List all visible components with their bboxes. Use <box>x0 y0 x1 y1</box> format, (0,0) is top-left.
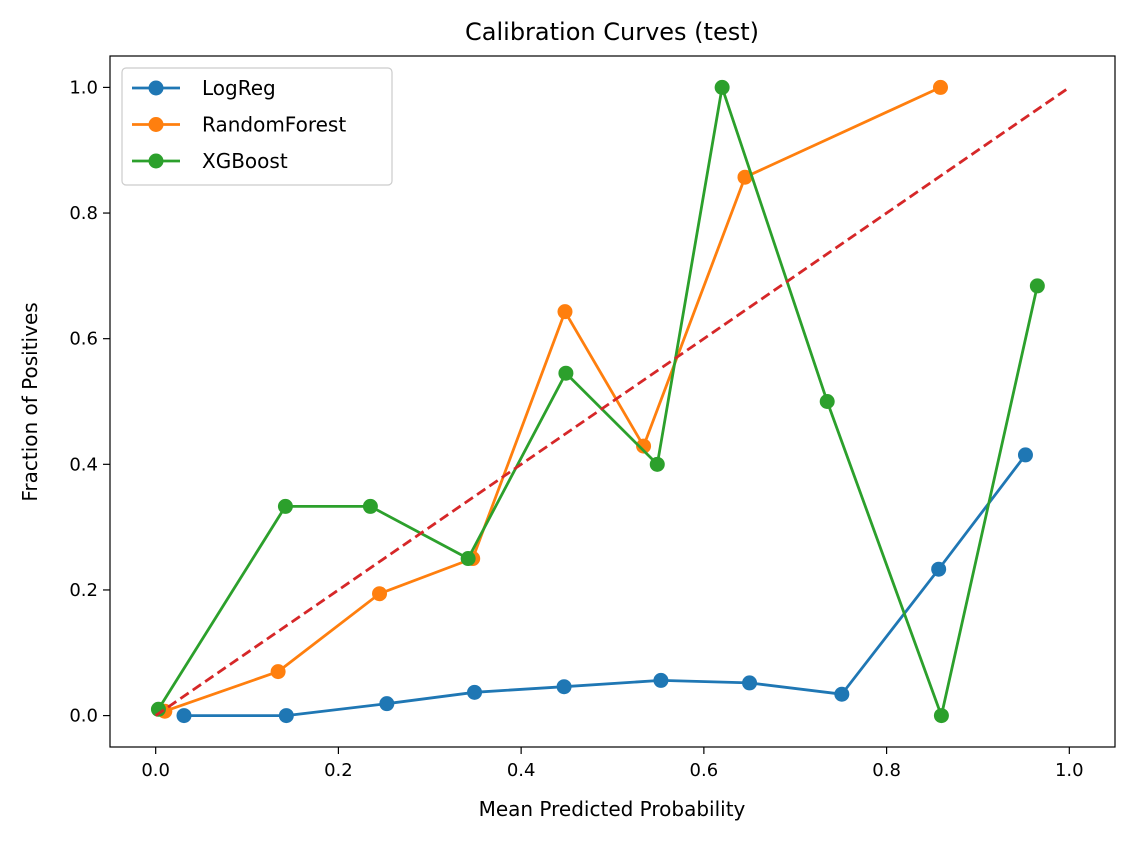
x-axis-label: Mean Predicted Probability <box>479 797 746 821</box>
data-point-xgboost <box>933 708 949 724</box>
legend-marker-xgboost <box>148 153 164 169</box>
data-point-xgboost <box>714 79 730 95</box>
x-tick-label: 0.6 <box>690 760 719 781</box>
data-point-randomforest <box>557 304 573 320</box>
data-point-xgboost <box>819 394 835 409</box>
data-point-xgboost <box>277 498 293 514</box>
legend-marker-logreg <box>148 80 164 96</box>
perfect-calibration-line <box>154 86 1071 717</box>
data-point-logreg <box>931 561 947 577</box>
data-point-randomforest <box>270 664 286 680</box>
legend-label-xgboost: XGBoost <box>202 149 288 173</box>
data-point-logreg <box>467 684 483 700</box>
legend-frame <box>121 67 393 186</box>
data-point-xgboost <box>558 365 574 381</box>
data-point-logreg <box>176 708 192 724</box>
data-point-logreg <box>556 679 572 695</box>
data-point-xgboost <box>362 498 378 514</box>
y-tick-label: 0.4 <box>69 454 98 475</box>
x-tick-label: 0.0 <box>141 760 170 781</box>
data-point-logreg <box>278 708 294 724</box>
chart-title: Calibration Curves (test) <box>465 18 759 46</box>
plot-area: 0.0 0.2 0.4 0.6 0.8 1.0 0.0 0.2 0.4 0.6 0.8 1.0 <box>69 55 1116 781</box>
y-tick-label: 0.8 <box>69 203 98 224</box>
data-point-xgboost <box>460 551 476 567</box>
data-point-xgboost <box>150 701 166 717</box>
y-axis-label: Fraction of Positives <box>18 302 42 501</box>
y-tick-label: 0.2 <box>69 580 98 601</box>
data-point-randomforest <box>636 438 652 454</box>
data-point-randomforest <box>737 169 753 185</box>
x-tick-label: 0.8 <box>872 760 901 781</box>
data-point-logreg <box>653 672 669 688</box>
data-point-logreg <box>834 686 850 702</box>
legend-label-randomforest: RandomForest <box>202 113 346 137</box>
legend-marker-randomforest <box>148 117 164 132</box>
legend: LogReg RandomForest XGBoost <box>121 67 393 186</box>
data-point-randomforest <box>372 586 388 602</box>
y-tick-label: 0.6 <box>69 329 98 350</box>
data-point-xgboost <box>1029 278 1045 294</box>
y-tick-label: 0.0 <box>69 706 98 727</box>
data-point-logreg <box>379 696 395 712</box>
data-point-xgboost <box>649 456 665 472</box>
series-line-xgboost <box>157 86 1039 717</box>
data-point-logreg <box>1017 447 1033 463</box>
data-point-logreg <box>742 675 758 691</box>
y-tick-label: 1.0 <box>69 77 98 98</box>
x-tick-label: 0.4 <box>507 760 536 781</box>
legend-label-logreg: LogReg <box>202 76 276 100</box>
x-tick-label: 0.2 <box>324 760 353 781</box>
series-line-randomforest <box>164 86 942 713</box>
data-point-randomforest <box>932 79 948 95</box>
axes-frame <box>109 55 1116 748</box>
series-line-logreg <box>184 454 1027 717</box>
x-tick-label: 1.0 <box>1055 760 1084 781</box>
